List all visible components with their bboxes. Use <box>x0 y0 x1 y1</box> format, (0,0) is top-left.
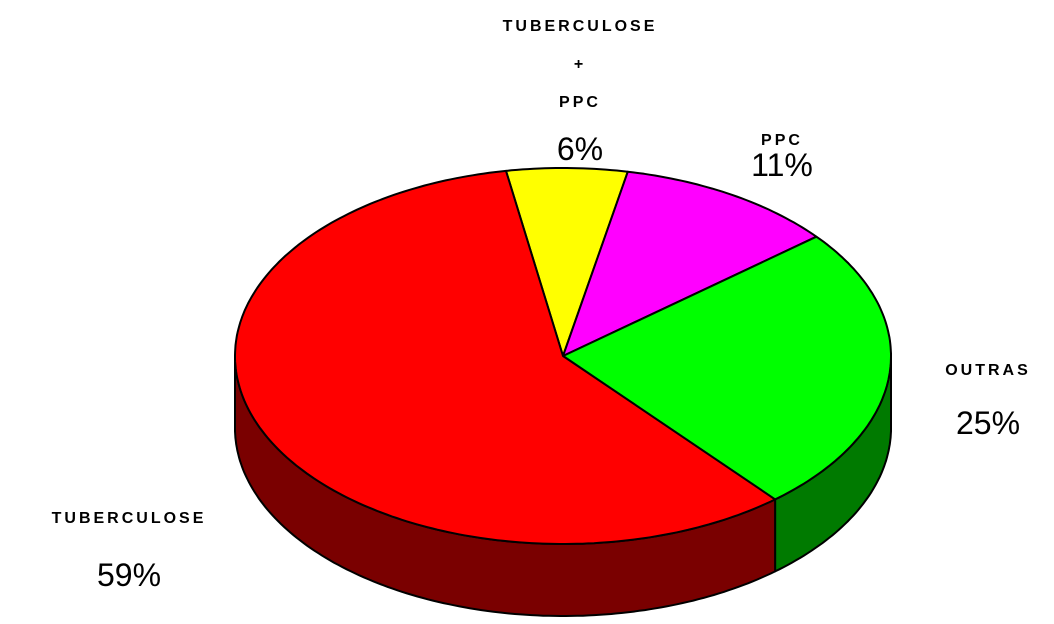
slice-label: PPC <box>761 132 803 149</box>
slice-label: TUBERCULOSE + PPC <box>502 18 658 111</box>
slice-label: OUTRAS <box>945 362 1031 379</box>
value-label: 59% <box>96 557 162 593</box>
value-label: 11% <box>751 147 813 183</box>
slice <box>505 167 629 357</box>
slice-label: TUBERCULOSE <box>51 510 207 527</box>
value-label: 6% <box>556 131 604 167</box>
value-label: 25% <box>955 405 1021 441</box>
slice <box>562 170 818 357</box>
slice <box>562 235 892 501</box>
slice <box>234 169 777 545</box>
